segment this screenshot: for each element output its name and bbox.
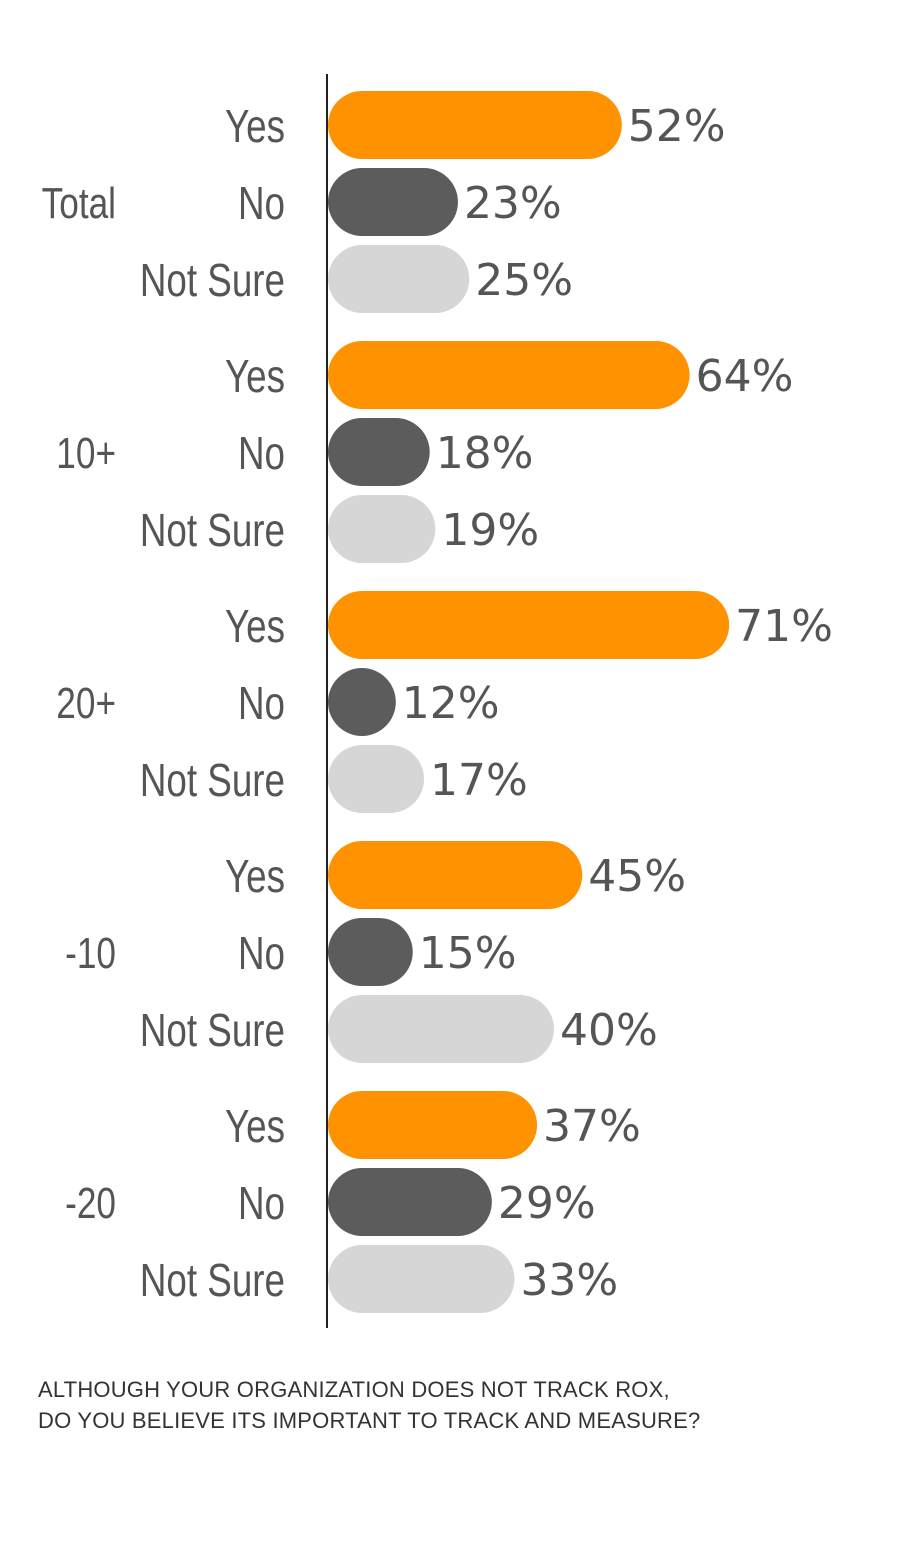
- category-label-no: No: [238, 177, 285, 229]
- data-label-total-yes: 52%: [628, 101, 726, 152]
- bar-10-not-sure: [328, 995, 554, 1063]
- category-label-no: No: [238, 927, 285, 979]
- bar-20-yes: [328, 591, 730, 659]
- group-label-20: -20: [65, 1179, 116, 1228]
- data-label-10-no: 15%: [419, 928, 517, 979]
- category-label-yes: Yes: [225, 600, 285, 652]
- category-label-yes: Yes: [225, 350, 285, 402]
- category-label-not-sure: Not Sure: [140, 1254, 285, 1306]
- group-label-10: 10+: [56, 429, 116, 478]
- data-label-20-no: 12%: [402, 678, 500, 729]
- category-label-no: No: [238, 677, 285, 729]
- bar-20-not-sure: [328, 1245, 515, 1313]
- bar-10-not-sure: [328, 495, 436, 563]
- category-label-yes: Yes: [225, 1100, 285, 1152]
- question-caption: ALTHOUGH YOUR ORGANIZATION DOES NOT TRAC…: [38, 1374, 898, 1436]
- caption-line-2: DO YOU BELIEVE ITS IMPORTANT TO TRACK AN…: [38, 1408, 701, 1433]
- group-label-10: -10: [65, 929, 116, 978]
- bar-chart: Total Yes 52% No 23% Not Sure 25% 10+ Yes 64% No 18…: [42, 74, 833, 1328]
- bar-20-no: [328, 668, 396, 736]
- category-label-yes: Yes: [225, 100, 285, 152]
- category-label-no: No: [238, 1177, 285, 1229]
- data-label-total-not-sure: 25%: [475, 255, 573, 306]
- bar-10-no: [328, 418, 430, 486]
- category-label-no: No: [238, 427, 285, 479]
- group-label-total: Total: [42, 179, 116, 228]
- category-label-not-sure: Not Sure: [140, 754, 285, 806]
- category-label-not-sure: Not Sure: [140, 504, 285, 556]
- group-label-20: 20+: [56, 679, 116, 728]
- data-label-10-yes: 45%: [588, 851, 686, 902]
- bar-total-not-sure: [328, 245, 470, 313]
- data-label-20-yes: 37%: [543, 1101, 641, 1152]
- bar-10-yes: [328, 341, 690, 409]
- data-label-20-not-sure: 33%: [520, 1255, 618, 1306]
- data-label-10-not-sure: 19%: [441, 505, 539, 556]
- bar-total-yes: [328, 91, 622, 159]
- data-label-20-no: 29%: [498, 1178, 596, 1229]
- category-label-not-sure: Not Sure: [140, 254, 285, 306]
- bar-20-not-sure: [328, 745, 425, 813]
- bar-10-no: [328, 918, 413, 986]
- caption-line-1: ALTHOUGH YOUR ORGANIZATION DOES NOT TRAC…: [38, 1377, 670, 1402]
- data-label-20-not-sure: 17%: [430, 755, 528, 806]
- data-label-10-yes: 64%: [696, 351, 794, 402]
- data-label-20-yes: 71%: [735, 601, 833, 652]
- data-label-total-no: 23%: [464, 178, 562, 229]
- bar-10-yes: [328, 841, 583, 909]
- bar-total-no: [328, 168, 458, 236]
- bar-20-no: [328, 1168, 492, 1236]
- category-label-yes: Yes: [225, 850, 285, 902]
- bar-20-yes: [328, 1091, 538, 1159]
- data-label-10-not-sure: 40%: [560, 1005, 658, 1056]
- data-label-10-no: 18%: [436, 428, 534, 479]
- category-label-not-sure: Not Sure: [140, 1004, 285, 1056]
